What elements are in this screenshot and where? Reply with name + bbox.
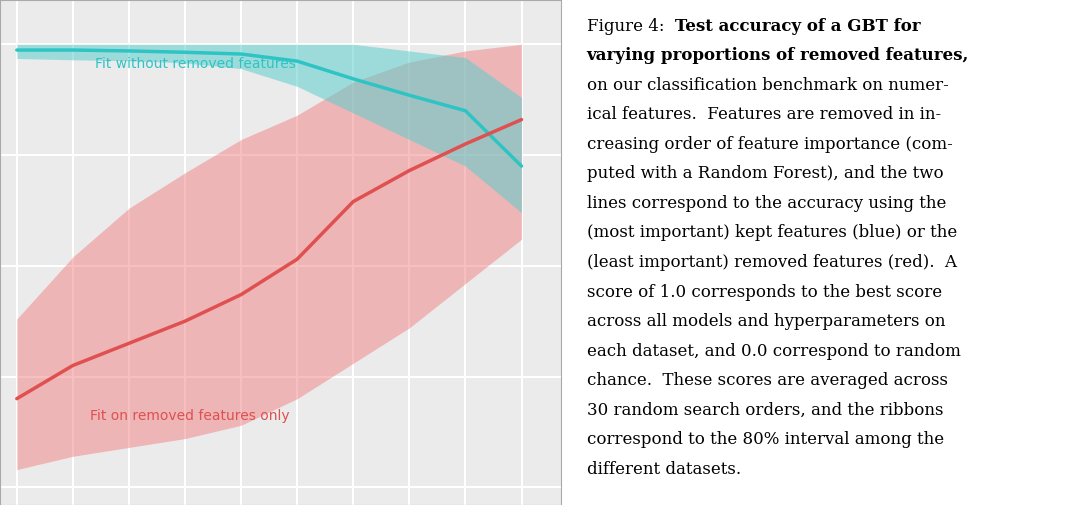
Text: (least important) removed features (red).  A: (least important) removed features (red)… [586, 254, 957, 271]
Text: correspond to the 80% interval among the: correspond to the 80% interval among the [586, 431, 944, 448]
Text: 30 random search orders, and the ribbons: 30 random search orders, and the ribbons [586, 402, 943, 419]
Text: chance.  These scores are averaged across: chance. These scores are averaged across [586, 372, 948, 389]
Text: Test accuracy of a GBT for: Test accuracy of a GBT for [675, 18, 920, 35]
Text: Fit without removed features: Fit without removed features [95, 57, 296, 71]
Text: creasing order of feature importance (com-: creasing order of feature importance (co… [586, 136, 953, 153]
Text: on our classification benchmark on numer-: on our classification benchmark on numer… [586, 77, 948, 94]
Text: different datasets.: different datasets. [586, 461, 741, 478]
Text: varying proportions of removed features,: varying proportions of removed features, [586, 47, 969, 64]
Text: each dataset, and 0.0 correspond to random: each dataset, and 0.0 correspond to rand… [586, 342, 960, 360]
Text: puted with a Random Forest), and the two: puted with a Random Forest), and the two [586, 166, 943, 182]
Text: Figure 4:: Figure 4: [586, 18, 675, 35]
Text: across all models and hyperparameters on: across all models and hyperparameters on [586, 313, 945, 330]
Text: ical features.  Features are removed in in-: ical features. Features are removed in i… [586, 107, 941, 123]
Text: Fit on removed features only: Fit on removed features only [90, 410, 289, 423]
Text: score of 1.0 corresponds to the best score: score of 1.0 corresponds to the best sco… [586, 284, 942, 300]
Text: (most important) kept features (blue) or the: (most important) kept features (blue) or… [586, 224, 957, 241]
Text: lines correspond to the accuracy using the: lines correspond to the accuracy using t… [586, 195, 946, 212]
